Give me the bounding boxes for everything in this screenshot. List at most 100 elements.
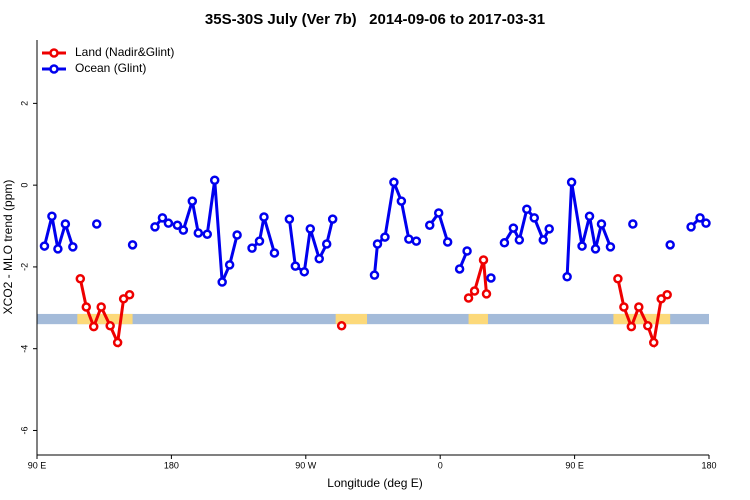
data-point xyxy=(469,286,480,296)
data-point xyxy=(269,248,280,258)
data-point xyxy=(39,241,50,251)
data-point xyxy=(178,225,189,235)
data-point xyxy=(68,242,78,252)
data-point xyxy=(259,212,269,222)
data-point xyxy=(514,235,525,245)
data-point xyxy=(695,213,705,223)
y-axis-label: XCO2 - MLO trend (ppm) xyxy=(1,180,15,315)
data-point xyxy=(217,277,227,287)
data-point xyxy=(60,219,71,229)
data-point xyxy=(124,289,135,300)
data-point xyxy=(577,241,587,251)
x-tick-label: 90 E xyxy=(28,460,47,470)
y-tick-label: -6 xyxy=(19,426,29,434)
data-point xyxy=(112,337,123,348)
data-point xyxy=(499,238,510,248)
data-point xyxy=(380,232,390,242)
data-point xyxy=(247,243,257,253)
data-point xyxy=(613,274,623,284)
data-point xyxy=(91,219,102,229)
data-point xyxy=(172,220,183,230)
data-point xyxy=(53,244,63,254)
data-point xyxy=(299,267,310,277)
data-point xyxy=(662,289,672,300)
data-point xyxy=(284,214,295,224)
land-region xyxy=(77,313,133,325)
data-point xyxy=(508,223,519,233)
x-tick-label: 90 E xyxy=(565,460,584,470)
data-point xyxy=(424,220,435,230)
data-point xyxy=(626,321,637,332)
data-point xyxy=(209,175,220,185)
data-point xyxy=(605,242,616,252)
data-point xyxy=(590,244,601,254)
data-point xyxy=(202,229,212,239)
data-point xyxy=(224,260,235,270)
chart-title: 35S-30S July (Ver 7b) 2014-09-06 to 2017… xyxy=(205,11,545,28)
data-point xyxy=(628,219,638,229)
x-tick-label: 90 W xyxy=(295,460,317,470)
data-point xyxy=(47,211,57,221)
data-point xyxy=(619,302,629,312)
data-point xyxy=(336,321,347,331)
data-point xyxy=(305,224,316,234)
data-point xyxy=(656,294,666,304)
x-axis-label: Longitude (deg E) xyxy=(327,476,422,490)
data-point xyxy=(562,271,572,282)
data-point xyxy=(314,253,324,264)
data-point xyxy=(396,196,407,206)
data-point xyxy=(481,289,492,299)
data-point xyxy=(596,219,607,229)
legend-label: Ocean (Glint) xyxy=(75,61,146,75)
x-tick-label: 180 xyxy=(164,460,179,470)
data-point xyxy=(544,224,554,234)
data-point xyxy=(404,234,414,244)
data-point xyxy=(643,321,653,331)
data-point xyxy=(327,214,338,224)
data-point xyxy=(118,294,129,304)
x-tick-label: 0 xyxy=(438,460,443,470)
y-tick-label: 0 xyxy=(19,183,29,188)
data-point xyxy=(163,218,174,228)
data-point xyxy=(81,302,92,312)
data-point xyxy=(701,218,711,228)
data-point xyxy=(75,274,86,284)
series-line xyxy=(43,176,708,283)
data-point xyxy=(486,273,496,283)
data-point xyxy=(648,337,659,348)
data-point xyxy=(88,321,99,332)
legend-marker xyxy=(49,64,59,74)
land-region xyxy=(468,313,488,325)
data-point xyxy=(321,239,332,249)
ocean-band xyxy=(37,313,709,325)
data-point xyxy=(389,177,399,188)
y-tick-label: -4 xyxy=(19,345,29,353)
data-point xyxy=(463,293,474,303)
data-point xyxy=(254,236,265,246)
legend-marker xyxy=(49,48,59,58)
legend-label: Land (Nadir&Glint) xyxy=(75,45,174,59)
data-point xyxy=(538,235,548,245)
data-point xyxy=(584,211,595,221)
data-point xyxy=(290,261,301,271)
data-point xyxy=(411,236,422,246)
data-point xyxy=(96,302,106,312)
y-tick-label: -2 xyxy=(19,263,29,271)
data-point xyxy=(566,177,577,188)
data-point xyxy=(522,204,532,215)
data-point xyxy=(232,230,242,240)
data-point xyxy=(157,213,168,223)
data-point xyxy=(634,302,644,312)
land-region xyxy=(335,313,368,325)
data-point xyxy=(193,228,204,238)
data-point xyxy=(442,237,453,247)
data-point xyxy=(665,240,675,250)
x-tick-label: 180 xyxy=(701,460,716,470)
y-tick-label: 2 xyxy=(19,101,29,106)
data-point xyxy=(462,246,472,256)
data-point xyxy=(454,264,465,274)
data-point xyxy=(372,239,383,249)
data-point xyxy=(150,222,160,232)
data-point xyxy=(529,213,540,223)
